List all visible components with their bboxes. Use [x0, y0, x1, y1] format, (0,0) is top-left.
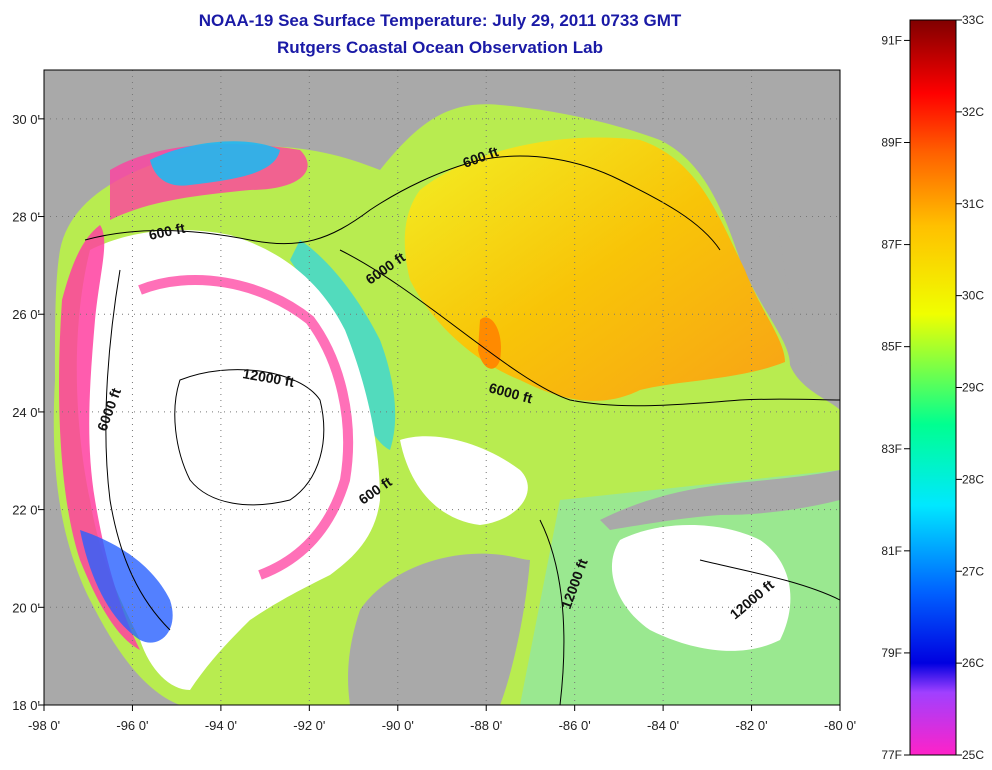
colorbar-label-fahrenheit: 81F [881, 544, 902, 558]
yucatan-land [348, 553, 530, 705]
cold-pink-edge-west [59, 225, 140, 650]
colorbar-label-celsius: 31C [962, 197, 984, 211]
x-tick-label: -82 0' [735, 718, 767, 733]
colorbar-label-celsius: 29C [962, 381, 984, 395]
depth-contours [84, 155, 840, 705]
colorbar-label-celsius: 25C [962, 748, 984, 762]
x-tick-label: -86 0' [559, 718, 591, 733]
lat-lon-grid [44, 70, 840, 705]
x-tick-label: -94 0' [205, 718, 237, 733]
colorbar-label-celsius: 28C [962, 472, 984, 486]
colorbar-labels: 33C 32C 31C 30C 29C 28C 27C 26C 25C 91F 89F 87F 85F 8… [881, 13, 984, 762]
contour-label: 600 ft [147, 220, 186, 243]
colorbar-label-celsius: 26C [962, 656, 984, 670]
y-tick-label: 28 0' [12, 210, 40, 225]
contour-600ft-north [84, 155, 721, 251]
colorbar-label-fahrenheit: 87F [881, 238, 902, 252]
x-tick-label: -96 0' [116, 718, 148, 733]
x-tick-label: -98 0' [28, 718, 60, 733]
colorbar-label-fahrenheit: 79F [881, 646, 902, 660]
axis-ticks: -98 0' -96 0' -94 0' -92 0' -90 0' -88 0' -86 … [12, 112, 856, 733]
contour-12000ft [174, 369, 325, 506]
map-subtitle: Rutgers Coastal Ocean Observation Lab [277, 38, 603, 57]
cold-pink-ring [138, 275, 354, 580]
x-tick-label: -84 0' [647, 718, 679, 733]
x-tick-label: -80 0' [824, 718, 856, 733]
map-title: NOAA-19 Sea Surface Temperature: July 29… [198, 11, 682, 30]
cold-blue-patch-southwest [80, 530, 173, 643]
contour-caribbean [539, 519, 840, 705]
contour-6000ft [105, 249, 840, 631]
cloud-cover-south [400, 436, 528, 525]
y-tick-label: 30 0' [12, 112, 40, 127]
x-tick-label: -88 0' [470, 718, 502, 733]
cuba-land [600, 470, 840, 530]
x-tick-label: -90 0' [382, 718, 414, 733]
colorbar-label-fahrenheit: 77F [881, 748, 902, 762]
map-frame [43, 69, 841, 706]
colorbar-label-celsius: 30C [962, 289, 984, 303]
y-tick-label: 18 0' [12, 698, 40, 713]
y-tick-label: 24 0' [12, 405, 40, 420]
cold-blue-patch-north [150, 141, 280, 186]
colorbar-label-celsius: 32C [962, 105, 984, 119]
colorbar-label-fahrenheit: 91F [881, 33, 902, 47]
colorbar-label-fahrenheit: 89F [881, 136, 902, 150]
y-tick-label: 20 0' [12, 600, 40, 615]
colorbar-label-fahrenheit: 83F [881, 442, 902, 456]
colorbar-label-fahrenheit: 85F [881, 340, 902, 354]
x-tick-label: -92 0' [293, 718, 325, 733]
temperature-colorbar [909, 19, 957, 756]
colorbar-label-celsius: 33C [962, 13, 984, 27]
y-tick-label: 22 0' [12, 503, 40, 518]
map-area [44, 70, 840, 705]
cloud-cover-caribbean [611, 525, 791, 651]
warm-water-region [404, 137, 785, 401]
y-tick-label: 26 0' [12, 307, 40, 322]
colorbar-label-celsius: 27C [962, 564, 984, 578]
florida-land [745, 70, 840, 366]
